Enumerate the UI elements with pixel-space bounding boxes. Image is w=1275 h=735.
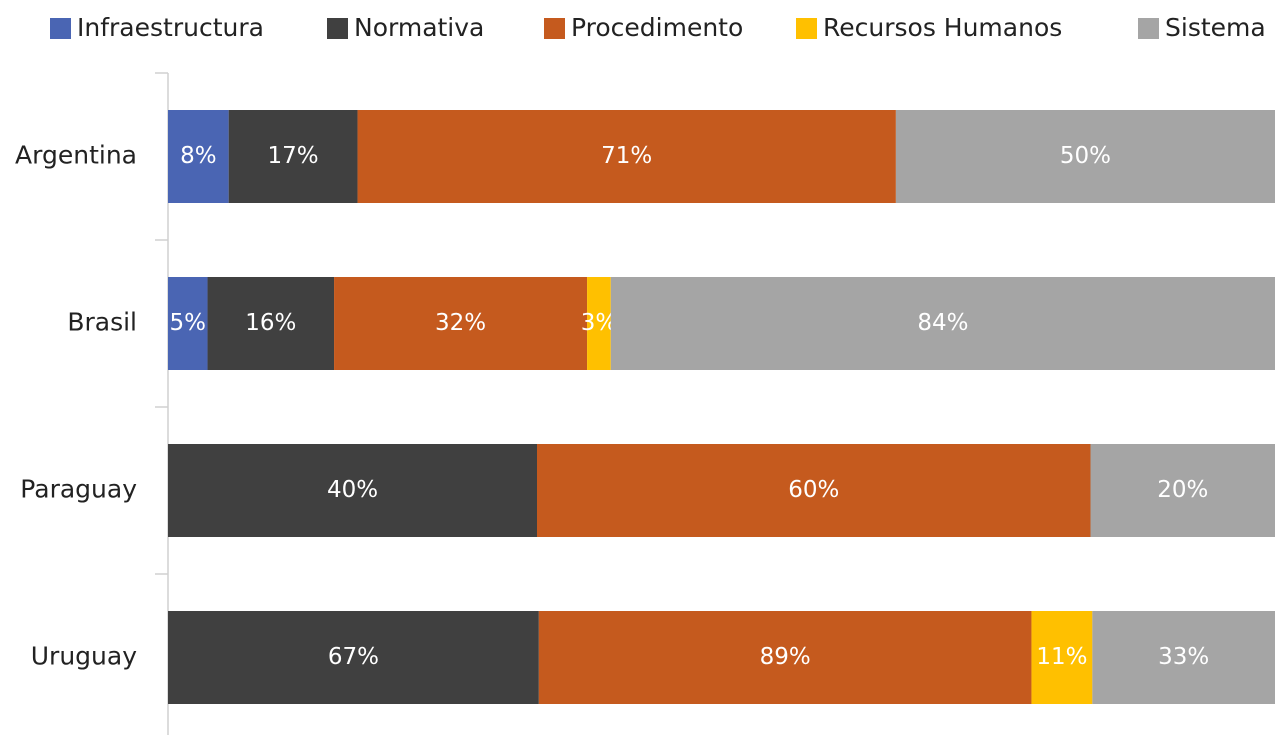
data-label: 60% bbox=[788, 477, 839, 503]
legend-label: Normativa bbox=[354, 13, 484, 42]
bar-segment bbox=[537, 444, 1091, 537]
bar-segment bbox=[168, 611, 539, 704]
bar-segment bbox=[587, 277, 611, 370]
category-label: Brasil bbox=[67, 308, 137, 337]
data-label: 40% bbox=[327, 477, 378, 503]
data-label: 11% bbox=[1036, 644, 1087, 670]
legend-label: Recursos Humanos bbox=[823, 13, 1062, 42]
data-label: 50% bbox=[1060, 143, 1111, 169]
data-label: 8% bbox=[180, 143, 217, 169]
data-label: 20% bbox=[1157, 477, 1208, 503]
data-label: 17% bbox=[268, 143, 319, 169]
data-label: 32% bbox=[435, 310, 486, 336]
bar-segment bbox=[168, 444, 537, 537]
data-label: 16% bbox=[245, 310, 296, 336]
legend-swatch bbox=[327, 18, 348, 39]
legend-swatch bbox=[796, 18, 817, 39]
data-label: 67% bbox=[328, 644, 379, 670]
bar-segment bbox=[538, 611, 1032, 704]
category-label: Argentina bbox=[15, 141, 137, 170]
bar-segment bbox=[168, 277, 208, 370]
legend-swatch bbox=[544, 18, 565, 39]
legend-label: Sistema bbox=[1165, 13, 1266, 42]
bar-segment bbox=[895, 110, 1275, 203]
data-label: 5% bbox=[170, 310, 207, 336]
data-label: 71% bbox=[601, 143, 652, 169]
category-label: Paraguay bbox=[20, 475, 137, 504]
data-label: 33% bbox=[1158, 644, 1209, 670]
bar-segment bbox=[334, 277, 588, 370]
bar-segment bbox=[168, 110, 229, 203]
legend-swatch bbox=[50, 18, 71, 39]
legend-label: Infraestructura bbox=[77, 13, 264, 42]
bar-segment bbox=[228, 110, 358, 203]
bar-segment bbox=[357, 110, 896, 203]
data-label: 84% bbox=[917, 310, 968, 336]
legend-label: Procedimento bbox=[571, 13, 743, 42]
data-label: 89% bbox=[760, 644, 811, 670]
bar-segment bbox=[1090, 444, 1275, 537]
bar-segment bbox=[610, 277, 1275, 370]
legend-swatch bbox=[1138, 18, 1159, 39]
bar-segment bbox=[1031, 611, 1093, 704]
bar-segment bbox=[1092, 611, 1275, 704]
bar-segment bbox=[207, 277, 335, 370]
category-label: Uruguay bbox=[31, 642, 137, 671]
